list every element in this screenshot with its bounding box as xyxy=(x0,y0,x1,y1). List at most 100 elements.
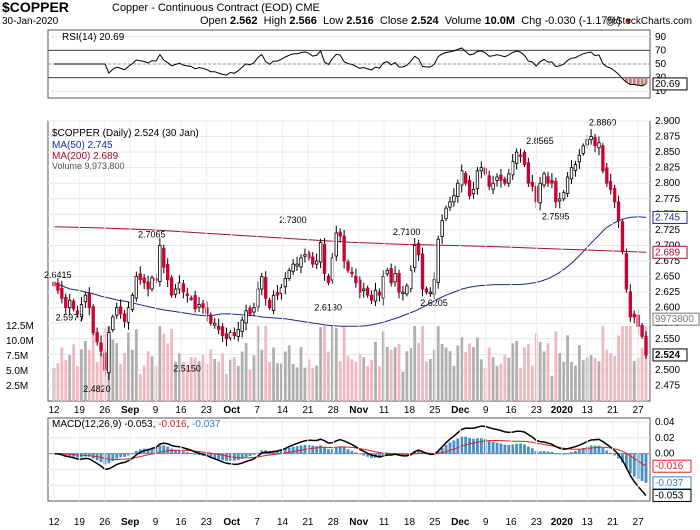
volume-bar xyxy=(581,359,585,401)
volume-bar xyxy=(60,347,64,401)
macd-x-tick-label: Sep xyxy=(121,517,139,528)
volume-bar xyxy=(307,359,311,401)
candle-body xyxy=(60,287,64,299)
volume-bar xyxy=(570,362,573,401)
candle-body xyxy=(264,277,268,299)
candle-body xyxy=(558,198,562,202)
price-annotation: 2.6415 xyxy=(44,270,72,280)
volume-bar xyxy=(201,355,205,401)
macd-legend-macd: -0.053 xyxy=(124,419,153,430)
volume-bar xyxy=(213,359,217,401)
price-x-tick-label: 25 xyxy=(429,405,441,416)
candle-body xyxy=(514,151,519,164)
candle-body xyxy=(146,281,150,290)
volume-bar xyxy=(256,326,260,401)
volume-bar xyxy=(299,347,303,401)
volume-bar xyxy=(115,343,119,401)
candle-body xyxy=(624,253,629,290)
macd-histogram-bar xyxy=(550,451,554,454)
macd-histogram-bar xyxy=(554,453,558,455)
price-tick-label: 2.625 xyxy=(655,287,680,298)
macd-histogram-bar xyxy=(350,450,354,454)
price-tick-label: 2.875 xyxy=(655,132,680,143)
macd-x-tick-label: 28 xyxy=(328,517,340,528)
volume-bar xyxy=(221,353,224,401)
volume-bar xyxy=(76,366,79,401)
macd-x-tick-label: Nov xyxy=(349,517,368,528)
macd-x-tick-label: 21 xyxy=(302,517,314,528)
price-x-tick-label: 16 xyxy=(175,405,187,416)
candle-body xyxy=(79,304,84,318)
price-tick-label: 2.850 xyxy=(655,147,680,158)
candle-body xyxy=(295,263,299,267)
volume-bar xyxy=(268,362,272,401)
candle-body xyxy=(605,167,609,184)
macd-histogram-bar xyxy=(624,453,628,468)
volume-bar xyxy=(519,367,522,401)
volume-bar xyxy=(476,337,479,401)
macd-x-tick-label: 9 xyxy=(153,517,159,528)
macd-histogram-bar xyxy=(68,453,72,457)
macd-histogram-bar xyxy=(252,453,256,455)
change-value: -0.030 (-1.17%) xyxy=(544,15,621,27)
macd-histogram-bar xyxy=(291,446,295,454)
macd-histogram-bar xyxy=(134,450,138,454)
macd-histogram-bar xyxy=(130,453,134,455)
macd-histogram-bar xyxy=(605,450,609,454)
ma200-legend: MA(200) 2.689 xyxy=(52,151,118,162)
volume-bar xyxy=(628,326,632,401)
volume-bar xyxy=(562,361,566,401)
candle-body xyxy=(577,154,582,163)
macd-histogram-bar xyxy=(570,452,573,454)
macd-histogram-bar xyxy=(115,453,119,459)
price-tick-label: 2.900 xyxy=(655,116,680,127)
instrument-name: Copper - Continuous Contract (EOD) CME xyxy=(112,2,320,14)
volume-tick-label: 7.5M xyxy=(6,351,28,362)
price-annotation: 2.5970 xyxy=(56,313,84,323)
volume-bar xyxy=(385,347,389,401)
candle-body xyxy=(448,201,452,208)
volume-bar xyxy=(87,349,91,401)
macd-histogram-bar xyxy=(76,453,79,458)
macd-histogram-bar xyxy=(617,453,620,459)
exchange-label: CME xyxy=(295,2,320,14)
macd-histogram-bar xyxy=(530,448,534,454)
volume-bar xyxy=(209,349,213,401)
candle-body xyxy=(389,268,393,284)
macd-histogram-bar xyxy=(397,453,401,456)
candle-body xyxy=(475,170,480,189)
macd-histogram-bar xyxy=(138,449,142,454)
macd-histogram-bar xyxy=(558,453,562,455)
macd-histogram-bar xyxy=(601,447,605,454)
candle-body xyxy=(275,292,280,296)
rsi-legend-text: RSI(14) 20.69 xyxy=(62,32,125,43)
volume-bar xyxy=(538,341,542,401)
price-x-tick-label: 14 xyxy=(277,405,289,416)
volume-bar xyxy=(366,365,370,401)
volume-bar xyxy=(150,356,154,401)
volume-bar xyxy=(283,351,287,401)
macd-histogram-bar xyxy=(495,442,499,454)
volume-bar xyxy=(189,357,193,401)
volume-bar xyxy=(252,355,256,401)
volume-bar xyxy=(487,347,491,401)
candle-body xyxy=(420,253,425,290)
macd-histogram-bar xyxy=(123,453,126,457)
volume-bar xyxy=(613,356,617,401)
macd-histogram-bar xyxy=(197,453,201,456)
price-x-tick-label: 23 xyxy=(201,405,213,416)
macd-histogram-bar xyxy=(589,445,593,454)
volume-bar xyxy=(181,362,185,401)
volume-bar xyxy=(393,347,397,401)
candle-body xyxy=(130,294,135,310)
macd-histogram-bar xyxy=(119,453,123,458)
candle-body xyxy=(369,294,374,301)
macd-histogram-bar xyxy=(452,440,456,454)
candle-body xyxy=(393,273,397,283)
candle-body xyxy=(142,277,146,284)
macd-histogram-bar xyxy=(632,453,636,477)
volume-bar xyxy=(134,329,138,401)
macd-histogram-bar xyxy=(366,453,370,457)
volume-bar xyxy=(197,361,201,401)
candle-body xyxy=(518,154,523,157)
